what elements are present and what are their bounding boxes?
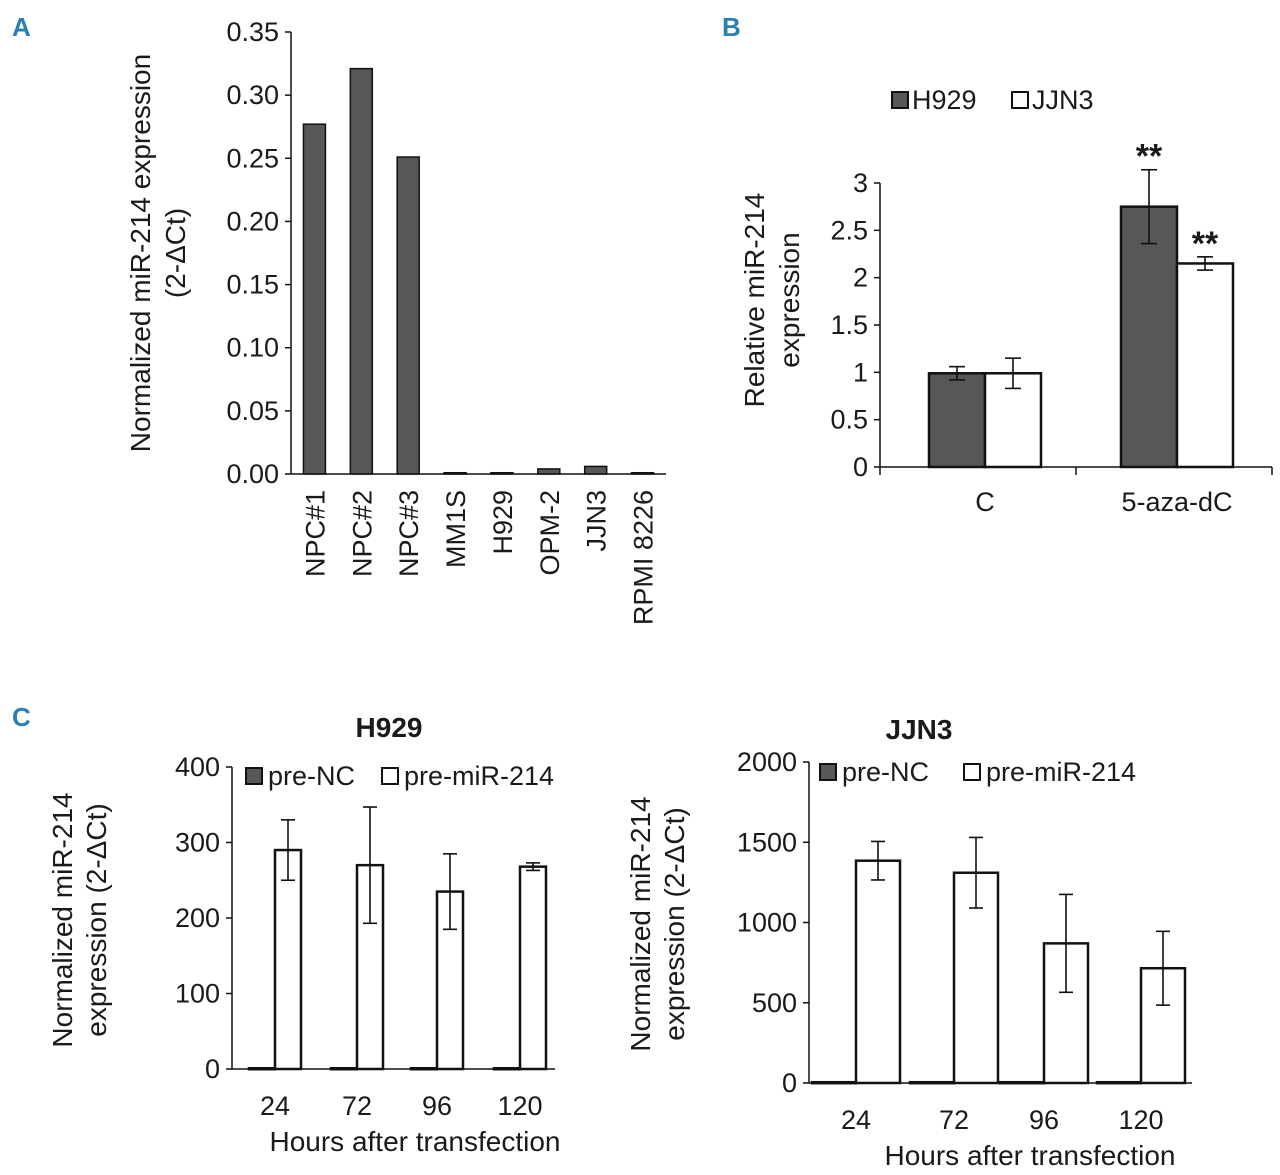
legend-swatch xyxy=(963,763,981,781)
y-tick-label: 1000 xyxy=(737,908,797,938)
y-axis-title-line: expression (2-ΔCt) xyxy=(81,803,112,1036)
legend-swatch xyxy=(1011,91,1029,109)
x-tick-label: MM1S xyxy=(441,490,471,568)
significance-marker: ** xyxy=(1192,225,1219,263)
x-tick-label: OPM-2 xyxy=(535,490,565,576)
legend-label: JJN3 xyxy=(1032,85,1094,115)
legend-swatch xyxy=(381,767,399,785)
x-tick-label: NPC#1 xyxy=(300,490,330,577)
bar-pre-nc-72h xyxy=(329,1066,359,1071)
x-tick-label: 72 xyxy=(939,1105,969,1135)
bar-mm1s xyxy=(443,471,467,475)
x-tick-label: JJN3 xyxy=(582,490,612,552)
y-tick-label: 0.10 xyxy=(226,333,279,363)
y-tick-label: 0.05 xyxy=(226,396,279,426)
y-tick-label: 2 xyxy=(853,263,868,293)
chart-title: H929 xyxy=(356,712,423,743)
y-axis-title-line: Normalized miR-214 xyxy=(625,796,656,1051)
chart-title: JJN3 xyxy=(886,714,953,745)
bar-npc-1 xyxy=(302,123,327,475)
chart-a-expression-by-cell-line: Normalized miR-214 expression (2-ΔCt) 0.00… xyxy=(125,17,666,625)
y-tick-label: 200 xyxy=(175,903,220,933)
y-tick-label: 500 xyxy=(752,988,797,1018)
x-axis-title: Hours after transfection xyxy=(269,1126,560,1157)
y-axis-title-line: (2-ΔCt) xyxy=(160,208,191,298)
x-tick-label: 120 xyxy=(1118,1105,1163,1135)
legend-label: pre-miR-214 xyxy=(404,761,554,791)
y-tick-label: 0.15 xyxy=(226,270,279,300)
legend-swatch xyxy=(245,767,263,785)
bar-jjn3-5-aza-dc xyxy=(1175,262,1235,469)
bar-h929 xyxy=(490,471,514,475)
bar-pre-mir-214-120h xyxy=(518,865,548,1071)
x-tick-label: C xyxy=(975,487,995,517)
y-tick-label: 1500 xyxy=(737,827,797,857)
y-tick-label: 0.20 xyxy=(226,206,279,236)
y-tick-label: 0 xyxy=(205,1054,220,1084)
y-tick-label: 0 xyxy=(853,452,868,482)
x-tick-label: NPC#3 xyxy=(394,490,424,577)
chart-c-jjn3-time-course: JJN3 Normalized miR-214 expression (2-ΔCt)… xyxy=(625,714,1192,1171)
y-tick-label: 2000 xyxy=(737,747,797,777)
y-tick-label: 2.5 xyxy=(830,215,868,245)
bar-npc-3 xyxy=(396,156,420,475)
x-tick-label: 120 xyxy=(497,1091,542,1121)
x-tick-label: 72 xyxy=(342,1091,372,1121)
y-tick-label: 1 xyxy=(853,357,868,387)
x-tick-label: RPMI 8226 xyxy=(629,490,659,625)
bar-pre-nc-96h xyxy=(409,1066,439,1071)
x-tick-label: 96 xyxy=(1029,1105,1059,1135)
legend-label: pre-miR-214 xyxy=(986,757,1136,787)
x-tick-label: 96 xyxy=(422,1091,452,1121)
bar-rpmi-8226 xyxy=(630,471,655,475)
bar-pre-nc-96h xyxy=(998,1080,1046,1085)
chart-b-5aza-treatment: Relative miR-214 expression 0 0.5 1 1.5 2 2.5 3 C… xyxy=(739,85,1273,517)
y-axis-title-line: expression xyxy=(774,232,805,367)
panel-letter-c: C xyxy=(12,702,31,732)
x-tick-label: H929 xyxy=(488,490,518,555)
panel-letter-b: B xyxy=(722,12,741,42)
bar-pre-nc-24h xyxy=(810,1080,858,1085)
y-axis-title-line: Normalized miR-214 xyxy=(47,792,78,1047)
legend-label: H929 xyxy=(912,85,977,115)
bar-h929-5-aza-dc xyxy=(1119,205,1179,469)
bar-jjn3 xyxy=(583,465,608,475)
y-tick-label: 0.5 xyxy=(830,405,868,435)
y-tick-label: 0.35 xyxy=(226,17,279,47)
y-tick-label: 400 xyxy=(175,752,220,782)
y-tick-label: 0.30 xyxy=(226,80,279,110)
bar-opm-2 xyxy=(537,468,561,475)
y-tick-label: 0 xyxy=(782,1068,797,1098)
bar-npc-2 xyxy=(349,67,374,475)
y-tick-label: 3 xyxy=(853,168,868,198)
x-tick-label: NPC#2 xyxy=(347,490,377,577)
y-axis-title-line: Relative miR-214 xyxy=(739,193,770,408)
y-tick-label: 300 xyxy=(175,828,220,858)
legend-swatch xyxy=(891,91,909,109)
chart-c-h929-time-course: H929 Normalized miR-214 expression (2-ΔCt)… xyxy=(47,712,561,1157)
bar-pre-nc-120h xyxy=(1095,1080,1143,1085)
x-axis-title: Hours after transfection xyxy=(884,1140,1175,1171)
legend-label: pre-NC xyxy=(842,757,929,787)
legend-label: pre-NC xyxy=(268,761,355,791)
y-axis-title-line: Normalized miR-214 expression xyxy=(125,54,156,452)
legend-swatch xyxy=(819,763,837,781)
bar-pre-nc-72h xyxy=(908,1080,956,1085)
panel-letter-a: A xyxy=(12,12,31,42)
y-axis-title-line: expression (2-ΔCt) xyxy=(659,807,690,1040)
x-tick-label: 24 xyxy=(841,1105,871,1135)
bar-pre-mir-214-24h xyxy=(273,848,303,1071)
y-tick-label: 100 xyxy=(175,979,220,1009)
significance-marker: ** xyxy=(1136,138,1163,176)
x-tick-label: 24 xyxy=(260,1091,290,1121)
y-tick-label: 0.25 xyxy=(226,143,279,173)
y-tick-label: 0.00 xyxy=(226,459,279,489)
bar-pre-nc-24h xyxy=(247,1066,277,1071)
x-tick-label: 5-aza-dC xyxy=(1121,487,1232,517)
y-tick-label: 1.5 xyxy=(830,310,868,340)
bar-h929-c xyxy=(927,372,987,469)
bar-pre-nc-120h xyxy=(492,1066,522,1071)
bar-pre-mir-214-24h xyxy=(854,859,902,1085)
